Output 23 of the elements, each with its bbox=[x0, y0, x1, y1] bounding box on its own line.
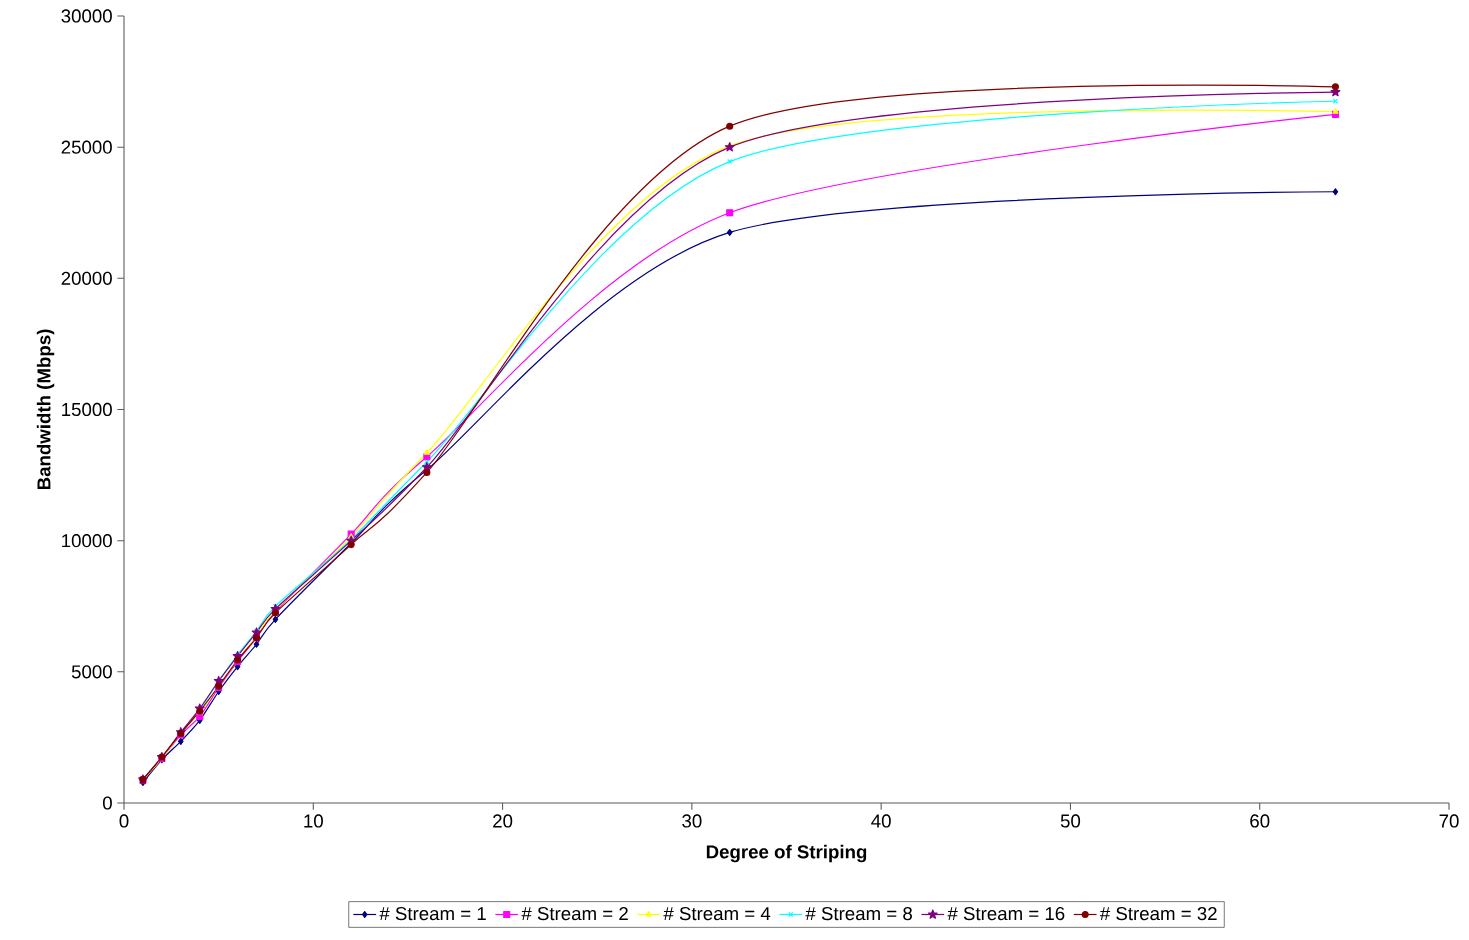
y-tick-label: 0 bbox=[102, 796, 112, 810]
y-tick-label: 10000 bbox=[62, 534, 112, 548]
x-tick-label: 50 bbox=[1060, 814, 1081, 828]
legend-label: # Stream = 1 bbox=[379, 906, 486, 921]
y-tick-label: 15000 bbox=[62, 402, 112, 417]
legend-label: # Stream = 32 bbox=[1099, 906, 1217, 921]
y-tick-label: 25000 bbox=[61, 140, 112, 154]
x-tick-label: 40 bbox=[871, 814, 891, 828]
y-tick-label: 20000 bbox=[61, 271, 112, 285]
legend-label: # Stream = 4 bbox=[663, 906, 771, 921]
x-tick-label: 10 bbox=[304, 814, 323, 828]
legend-label: # Stream = 16 bbox=[947, 906, 1065, 921]
x-tick-label: 20 bbox=[493, 814, 513, 828]
x-tick-label: 0 bbox=[119, 814, 129, 828]
x-tick-label: 30 bbox=[682, 814, 702, 828]
legend-label: # Stream = 2 bbox=[521, 906, 628, 921]
legend-label: # Stream = 8 bbox=[805, 906, 912, 921]
y-axis-title: Bandwidth (Mbps) bbox=[36, 329, 55, 490]
x-tick-label: 60 bbox=[1250, 814, 1270, 828]
x-axis-title: Degree of Striping bbox=[706, 844, 867, 863]
x-tick-label: 70 bbox=[1439, 814, 1459, 828]
y-tick-label: 5000 bbox=[71, 665, 112, 679]
y-tick-label: 30000 bbox=[61, 9, 112, 23]
